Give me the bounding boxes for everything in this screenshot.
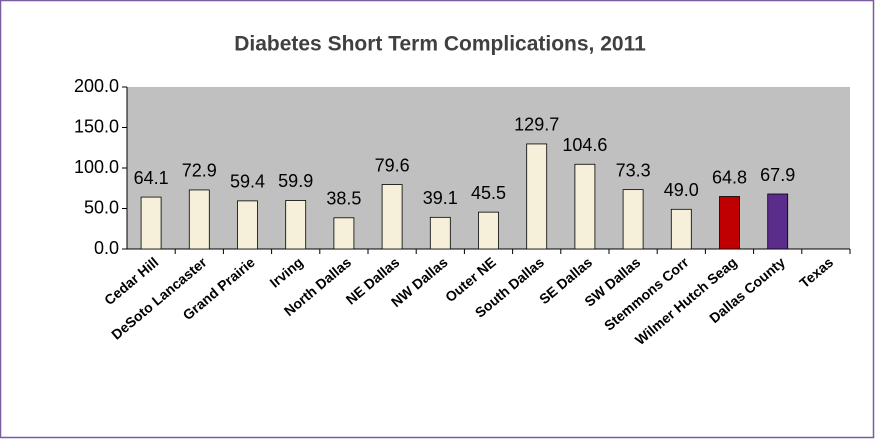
value-label: 104.6 xyxy=(562,135,607,155)
value-label: 38.5 xyxy=(326,189,361,209)
value-label: 64.1 xyxy=(134,168,169,188)
value-label: 72.9 xyxy=(182,161,217,181)
value-label: 59.4 xyxy=(230,172,265,192)
value-label: 67.9 xyxy=(760,165,795,185)
bar xyxy=(237,200,258,250)
bar xyxy=(478,211,499,250)
value-label: 129.7 xyxy=(514,115,559,135)
value-label: 39.1 xyxy=(423,188,458,208)
value-label: 79.6 xyxy=(375,155,410,175)
value-label: 73.3 xyxy=(616,160,651,180)
bar xyxy=(526,143,548,250)
bar xyxy=(429,216,451,250)
bar xyxy=(622,189,644,250)
value-label: 45.5 xyxy=(471,183,506,203)
y-tick-label: 200.0 xyxy=(74,76,119,96)
bar xyxy=(285,200,307,250)
value-label: 59.9 xyxy=(278,171,313,191)
y-tick-label: 150.0 xyxy=(74,116,119,136)
bar xyxy=(719,196,740,250)
bar xyxy=(140,196,162,250)
value-label: 64.8 xyxy=(712,167,747,187)
y-tick-label: 0.0 xyxy=(94,238,119,258)
bar xyxy=(574,163,596,250)
bar xyxy=(188,189,210,250)
value-label: 49.0 xyxy=(664,180,699,200)
bar xyxy=(670,208,692,250)
y-tick-label: 100.0 xyxy=(74,157,119,177)
y-tick-label: 50.0 xyxy=(84,197,119,217)
chart-title: Diabetes Short Term Complications, 2011 xyxy=(234,33,646,56)
bar xyxy=(381,184,403,250)
bar xyxy=(333,217,355,250)
bar xyxy=(767,193,789,250)
